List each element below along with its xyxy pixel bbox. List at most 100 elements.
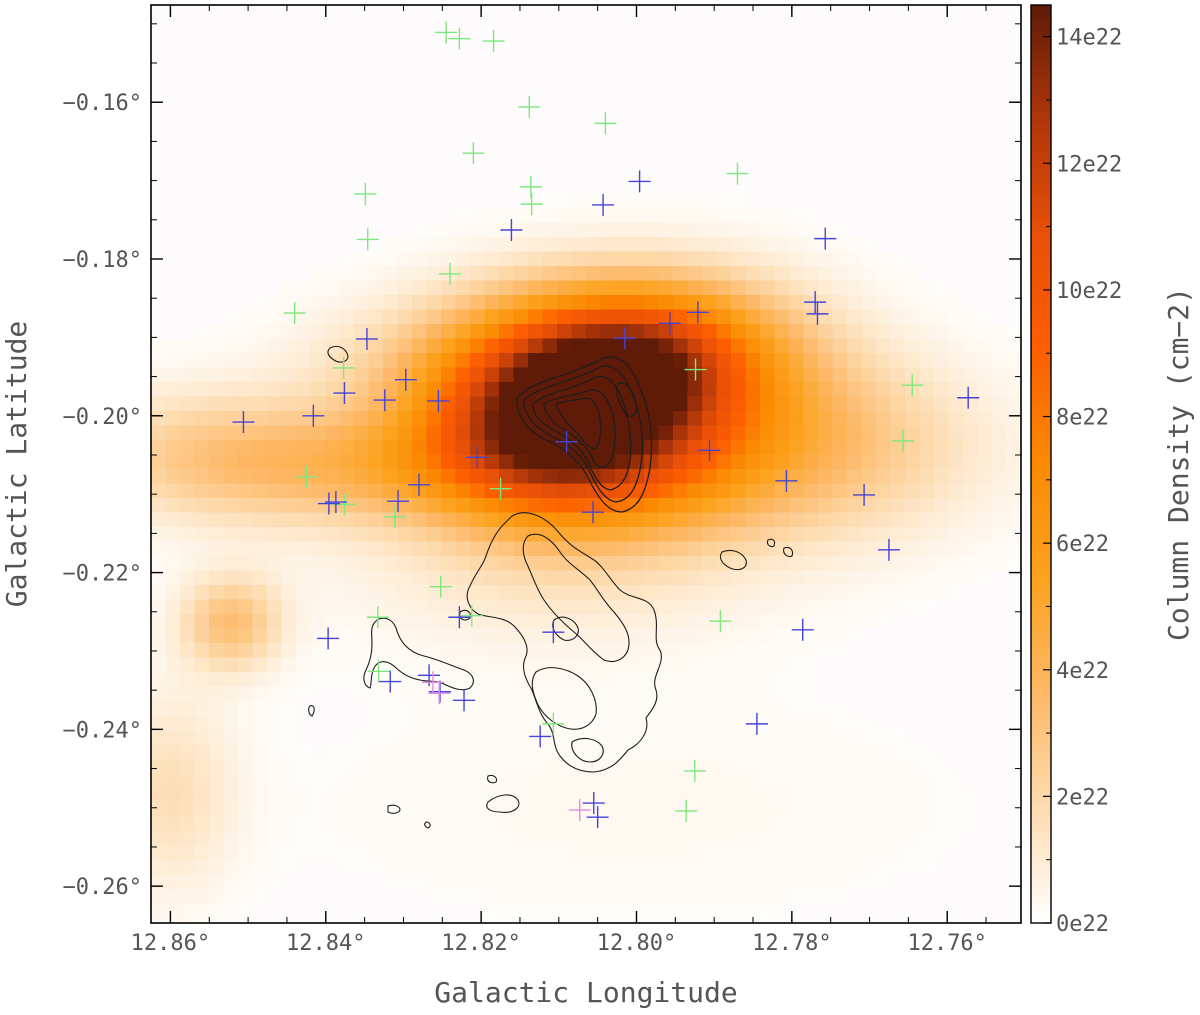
density-cell bbox=[702, 382, 718, 398]
density-cell bbox=[368, 556, 384, 572]
density-cell bbox=[847, 730, 863, 746]
density-cell bbox=[209, 498, 225, 514]
density-cell bbox=[600, 222, 616, 238]
density-cell bbox=[296, 309, 312, 325]
density-cell bbox=[499, 469, 515, 485]
density-cell bbox=[499, 802, 515, 818]
density-cell bbox=[615, 846, 631, 862]
density-cell bbox=[615, 744, 631, 760]
density-cell bbox=[600, 469, 616, 485]
density-cell bbox=[557, 440, 573, 456]
density-cell bbox=[847, 251, 863, 267]
density-cell bbox=[774, 585, 790, 601]
density-cell bbox=[803, 672, 819, 688]
density-cell bbox=[310, 672, 326, 688]
density-cell bbox=[890, 802, 906, 818]
source-marker bbox=[586, 806, 609, 829]
density-cell bbox=[760, 599, 776, 615]
density-cell bbox=[847, 266, 863, 282]
density-cell bbox=[760, 469, 776, 485]
density-cell bbox=[716, 222, 732, 238]
source-marker bbox=[804, 291, 827, 314]
density-cell bbox=[513, 498, 529, 514]
density-cell bbox=[948, 425, 964, 441]
density-cell bbox=[629, 208, 645, 224]
density-cell bbox=[339, 309, 355, 325]
density-cell bbox=[571, 860, 587, 876]
density-cell bbox=[426, 324, 442, 340]
density-cell bbox=[977, 353, 993, 369]
density-cell bbox=[774, 672, 790, 688]
density-cell bbox=[528, 266, 544, 282]
density-cell bbox=[499, 396, 515, 412]
density-cell bbox=[223, 425, 239, 441]
density-cell bbox=[368, 440, 384, 456]
density-cell bbox=[731, 614, 747, 630]
density-cell bbox=[339, 628, 355, 644]
density-cell bbox=[151, 411, 167, 427]
density-cell bbox=[455, 802, 471, 818]
density-cell bbox=[615, 193, 631, 209]
density-cell bbox=[716, 353, 732, 369]
density-cell bbox=[470, 817, 486, 833]
density-cell bbox=[861, 512, 877, 528]
density-cell bbox=[600, 295, 616, 311]
density-cell bbox=[963, 396, 979, 412]
density-cell bbox=[412, 599, 428, 615]
density-cell bbox=[223, 309, 239, 325]
density-cell bbox=[557, 570, 573, 586]
density-cell bbox=[267, 701, 283, 717]
density-cell bbox=[441, 788, 457, 804]
density-cell bbox=[586, 759, 602, 775]
density-cell bbox=[716, 759, 732, 775]
density-cell bbox=[441, 498, 457, 514]
density-cell bbox=[484, 686, 500, 702]
density-cell bbox=[339, 802, 355, 818]
density-cell bbox=[658, 875, 674, 891]
density-cell bbox=[470, 672, 486, 688]
density-cell bbox=[905, 411, 921, 427]
density-cell bbox=[223, 904, 239, 920]
density-cell bbox=[629, 802, 645, 818]
density-cell bbox=[803, 251, 819, 267]
density-cell bbox=[542, 193, 558, 209]
density-cell bbox=[876, 280, 892, 296]
density-cell bbox=[644, 715, 660, 731]
density-cell bbox=[223, 701, 239, 717]
density-cell bbox=[339, 512, 355, 528]
density-cell bbox=[948, 483, 964, 499]
density-cell bbox=[615, 338, 631, 354]
density-cell bbox=[267, 773, 283, 789]
density-cell bbox=[948, 367, 964, 383]
density-cell bbox=[774, 367, 790, 383]
density-cell bbox=[354, 585, 370, 601]
density-cell bbox=[354, 440, 370, 456]
density-cell bbox=[716, 599, 732, 615]
density-cell bbox=[919, 411, 935, 427]
density-cell bbox=[615, 773, 631, 789]
density-cell bbox=[484, 469, 500, 485]
density-cell bbox=[513, 454, 529, 470]
density-cell bbox=[383, 411, 399, 427]
density-cell bbox=[296, 672, 312, 688]
density-cell bbox=[455, 527, 471, 543]
density-cell bbox=[818, 469, 834, 485]
density-cell bbox=[209, 788, 225, 804]
density-cell bbox=[397, 251, 413, 267]
density-cell bbox=[600, 889, 616, 905]
density-cell bbox=[267, 324, 283, 340]
density-cell bbox=[267, 440, 283, 456]
density-cell bbox=[977, 512, 993, 528]
density-cell bbox=[629, 875, 645, 891]
density-cell bbox=[542, 570, 558, 586]
density-cell bbox=[238, 614, 254, 630]
density-cell bbox=[151, 483, 167, 499]
density-cell bbox=[571, 193, 587, 209]
density-cell bbox=[571, 411, 587, 427]
density-cell bbox=[441, 512, 457, 528]
density-cell bbox=[774, 773, 790, 789]
density-cell bbox=[948, 440, 964, 456]
density-cell bbox=[745, 382, 761, 398]
density-cell bbox=[542, 512, 558, 528]
density-cell bbox=[368, 759, 384, 775]
